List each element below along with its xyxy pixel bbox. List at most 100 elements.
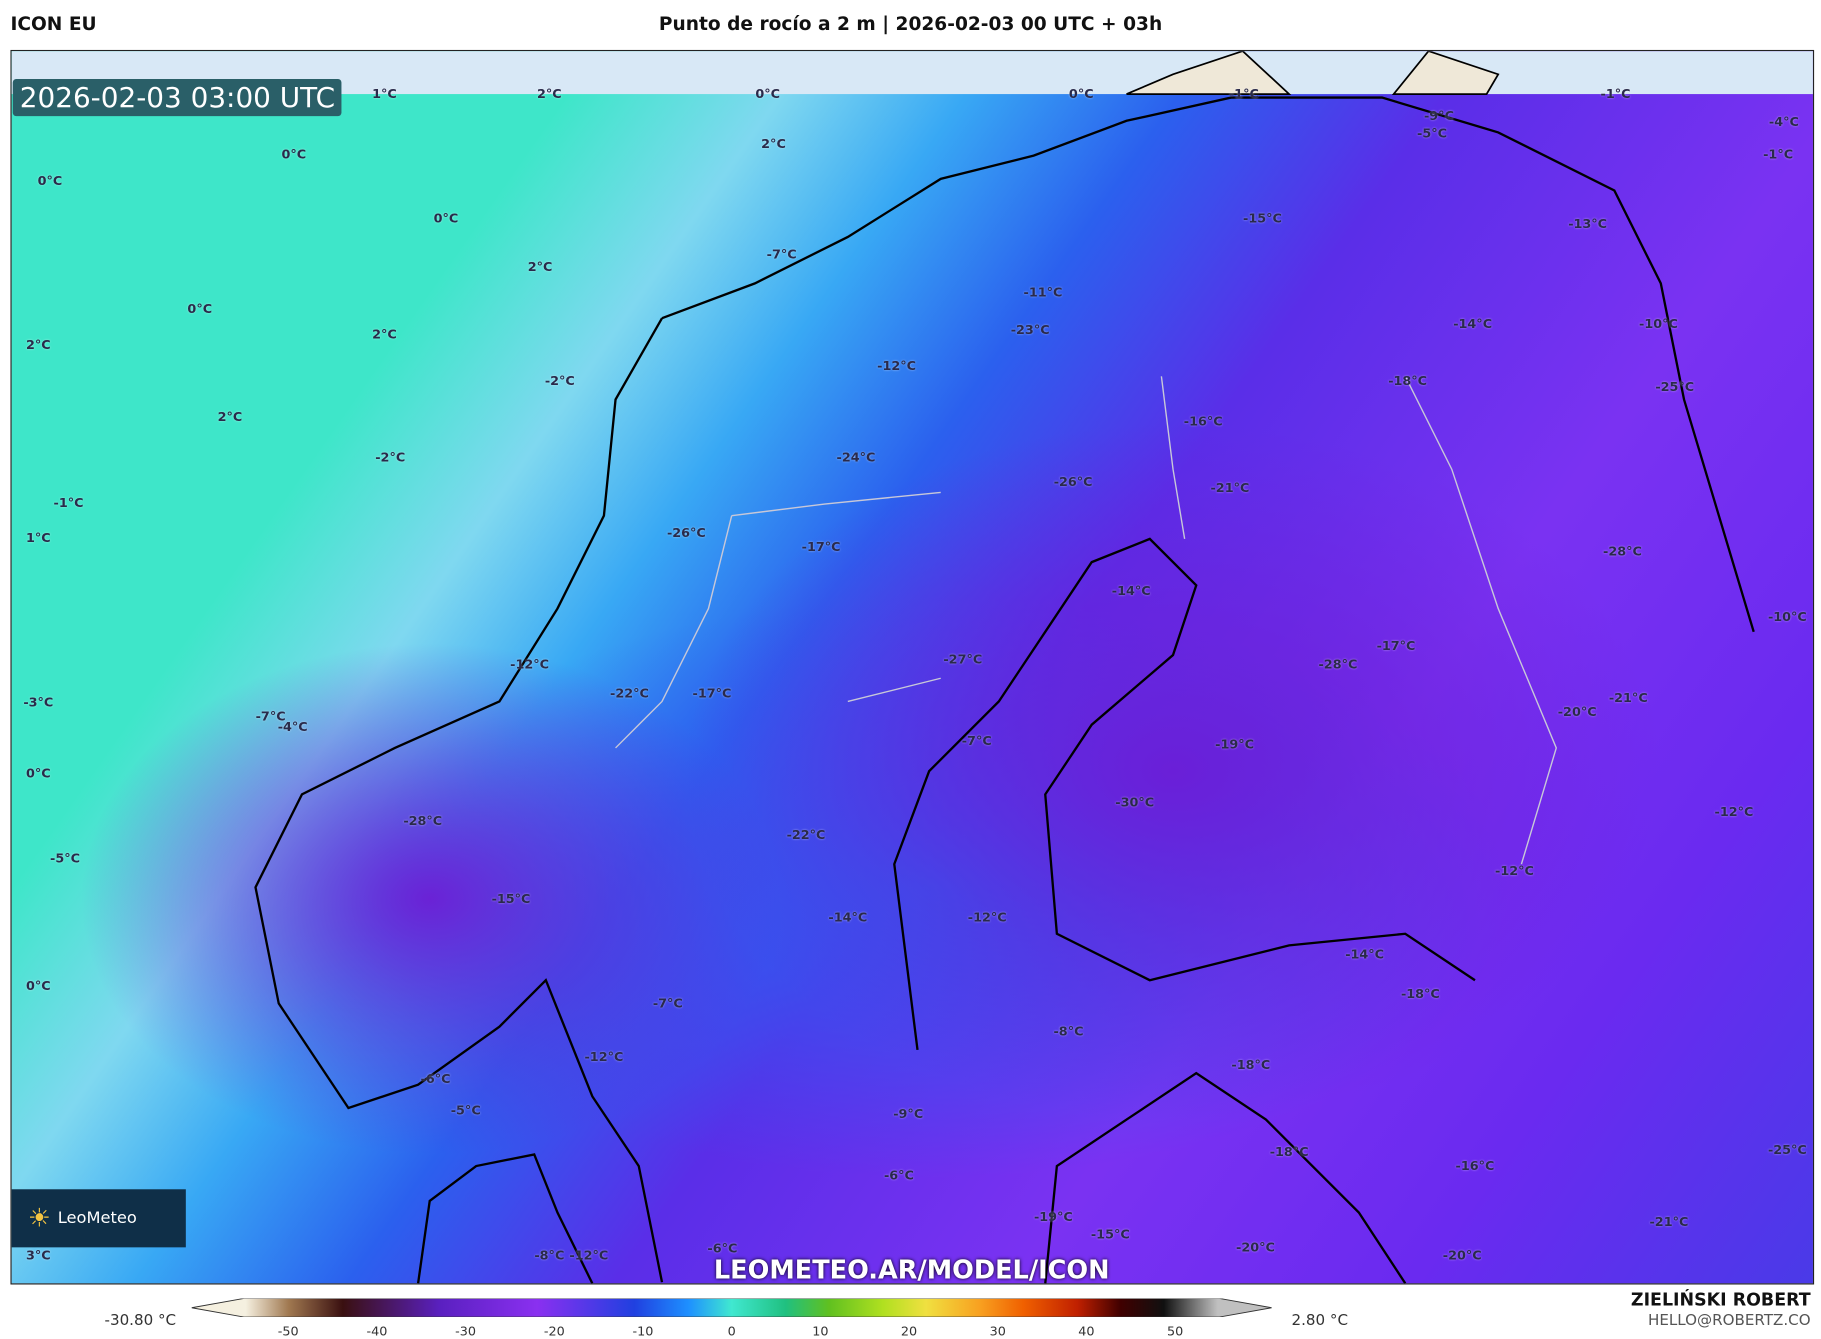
temperature-label: -18°C (1231, 1057, 1271, 1073)
sun-icon: ☀ (27, 1203, 51, 1233)
colorbar-tick-label: -40 (366, 1323, 388, 1339)
watermark-url: LEOMETEO.AR/MODEL/ICON (713, 1256, 1110, 1285)
temperature-label: 0°C (37, 173, 63, 189)
temperature-label: -7°C (766, 246, 797, 262)
valid-time-stamp: 2026-02-03 03:00 UTC (12, 78, 343, 117)
temperature-label: -21°C (1608, 690, 1648, 706)
temperature-label: -28°C (1603, 544, 1642, 560)
temperature-label: -23°C (1010, 322, 1050, 338)
temperature-label: -18°C (1388, 373, 1428, 389)
temperature-label: -4°C (1768, 114, 1799, 130)
temperature-label: -8°C (534, 1247, 565, 1264)
temperature-label: 0°C (755, 86, 781, 102)
temperature-label: -12°C (1495, 863, 1534, 879)
colorbar-tick-label: 40 (1078, 1323, 1095, 1339)
temperature-label: -10°C (1767, 609, 1807, 625)
temperature-label: -18°C (1269, 1144, 1309, 1160)
temperature-label: -9°C (893, 1106, 924, 1122)
temperature-label: -14°C (1345, 947, 1385, 963)
temperature-label: -7°C (652, 995, 683, 1011)
temperature-label: -16°C (1455, 1158, 1495, 1174)
temperature-label: -24°C (836, 450, 876, 466)
country-borders (615, 375, 1558, 865)
temperature-label: -1°C (1228, 86, 1259, 102)
temperature-label: -7°C (255, 709, 286, 725)
temperature-label: -20°C (1442, 1247, 1482, 1264)
temperature-label: 3°C (25, 1247, 51, 1264)
temperature-label: -15°C (1243, 210, 1282, 226)
temperature-label: 1°C (372, 86, 397, 102)
leometeo-logo[interactable]: ☀ LeoMeteo (11, 1189, 186, 1248)
map-title: Punto de rocío a 2 m | 2026-02-03 00 UTC… (658, 12, 1163, 35)
temperature-label: 0°C (187, 301, 213, 317)
temperature-label: -7°C (961, 733, 992, 749)
temperature-label: -13°C (1568, 216, 1608, 232)
temperature-label: -15°C (1090, 1227, 1130, 1243)
temperature-label: -6°C (883, 1167, 914, 1183)
temperature-label: 2°C (25, 337, 51, 353)
temperature-label: -2°C (544, 373, 575, 389)
temperature-label: -17°C (692, 685, 732, 701)
colorbar-tick-label: 50 (1166, 1323, 1184, 1339)
colorbar-tick-label: -30 (455, 1323, 477, 1339)
temperature-label: 2°C (217, 409, 243, 425)
temperature-label: -20°C (1236, 1239, 1275, 1255)
temperature-label: -12°C (1714, 804, 1754, 820)
colorbar-tick-label: -50 (277, 1323, 299, 1339)
colorbar-tick-label: 10 (812, 1323, 829, 1339)
temperature-label: 2°C (537, 86, 562, 102)
temperature-label: -18°C (1400, 986, 1440, 1002)
colorbar-max-label: 2.80 °C (1291, 1312, 1348, 1330)
arctic-land (1126, 51, 1500, 95)
logo-text: LeoMeteo (57, 1209, 137, 1228)
temperature-label: 2°C (761, 136, 786, 152)
temperature-label: -26°C (1053, 474, 1093, 490)
baltic-coastline (1044, 1071, 1407, 1284)
jutland-coastline (416, 1153, 594, 1284)
temperature-label: -1°C (53, 495, 84, 511)
temperature-label: -25°C (1655, 379, 1695, 395)
colorbar-tick-label: -20 (543, 1323, 565, 1339)
temperature-label: -3°C (23, 695, 54, 711)
temperature-label: -14°C (828, 909, 868, 926)
temperature-label: 2°C (372, 326, 397, 343)
temperature-label: 2°C (527, 259, 553, 275)
temperature-label: -20°C (1557, 704, 1597, 720)
temperature-label: -1°C (1763, 146, 1794, 163)
scandinavia-coastline (254, 96, 1755, 1283)
dewpoint-map[interactable]: 2026-02-03 03:00 UTC 1°C 2°C 0°C 0°C -1°C -1°… (10, 49, 1815, 1285)
temperature-label: -17°C (1376, 638, 1416, 654)
temperature-label: -12°C (967, 909, 1007, 926)
colorbar-tick-label: 30 (989, 1323, 1006, 1339)
temperature-label: -22°C (786, 827, 826, 843)
temperature-label: -28°C (1318, 656, 1358, 672)
colorbar-min-label: -30.80 °C (104, 1312, 177, 1330)
temperature-label: -4°C (277, 719, 308, 735)
temperature-label: 0°C (25, 978, 51, 994)
temperature-label: -19°C (1033, 1209, 1073, 1225)
temperature-label: -30°C (1115, 794, 1155, 811)
temperature-label: 0°C (25, 765, 51, 782)
temperature-label: -12°C (510, 656, 550, 672)
temperature-label: -12°C (569, 1247, 609, 1264)
temperature-label: -25°C (1767, 1142, 1807, 1158)
temperature-label: -1°C (1600, 86, 1631, 102)
colorbar (191, 1298, 1272, 1318)
author-email[interactable]: HELLO@ROBERTZ.CO (1647, 1312, 1811, 1330)
colorbar-tick-label: -10 (632, 1323, 654, 1339)
temperature-label: -9°C (1423, 108, 1454, 124)
temperature-label: -21°C (1210, 480, 1250, 496)
temperature-label: -14°C (1453, 316, 1493, 332)
temperature-label: -6°C (707, 1240, 738, 1257)
temperature-label: -21°C (1649, 1214, 1689, 1230)
temperature-label: -26°C (666, 525, 706, 541)
temperature-label: -5°C (50, 850, 81, 866)
temperature-label: -2°C (375, 450, 406, 466)
temperature-label: 1°C (25, 530, 51, 546)
temperature-label: 0°C (433, 210, 459, 226)
temperature-label: -6°C (420, 1071, 451, 1087)
temperature-label: -5°C (1417, 126, 1447, 142)
author-name: ZIELIŃSKI ROBERT (1630, 1289, 1811, 1311)
temperature-label: -12°C (877, 358, 917, 374)
